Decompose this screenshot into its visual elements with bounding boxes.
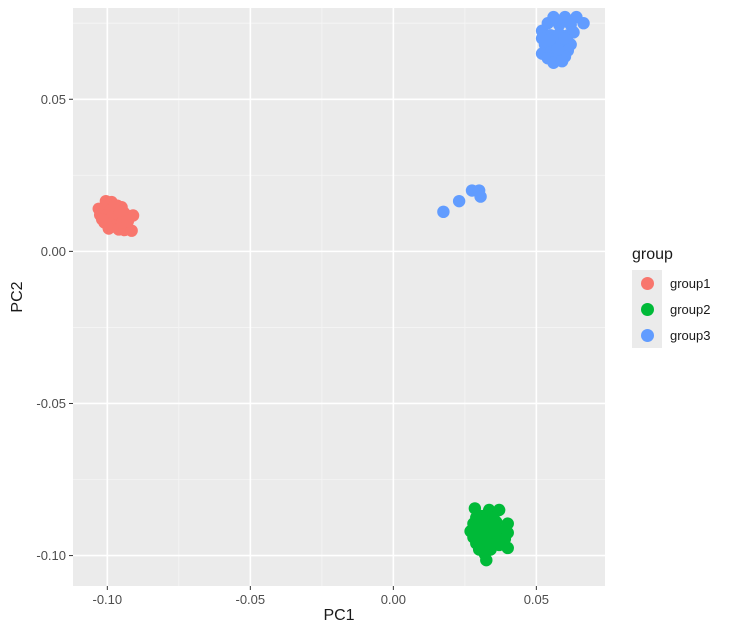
y-axis-ticks: -0.10 -0.05 0.00 0.05 [36,92,73,563]
x-tick-label: -0.10 [93,592,123,607]
scatter-point-group3 [567,26,580,39]
legend-item-group1: group1 [632,270,710,296]
plot-panel [73,8,605,586]
scatter-point-group2 [501,541,514,555]
legend-label: group2 [670,301,711,317]
scatter-point-group1 [95,213,109,226]
minor-grid [73,8,605,586]
y-tick-label: 0.00 [41,244,66,259]
major-grid [73,8,605,586]
scatter-point-group3 [543,33,556,47]
x-axis-ticks: -0.10 -0.05 0.00 0.05 [93,586,549,607]
scatter-point-group1 [125,224,138,237]
scatter-point-group3 [550,13,563,27]
scatter-point-group3 [551,42,565,56]
legend-label: group1 [670,275,711,291]
legend-key [632,322,662,348]
legend-label: group3 [670,327,711,343]
scatter-point-group1 [121,214,135,228]
scatter-point-group2 [480,553,493,567]
legend-key [632,296,662,322]
x-axis-title: PC1 [323,607,354,624]
legend-item-group2: group2 [632,296,710,322]
scatter-point-group2 [475,520,489,533]
y-tick-label: 0.05 [41,92,66,107]
legend-dot-icon [640,276,654,290]
data-points [92,10,590,567]
scatter-point-group1 [113,205,127,219]
x-tick-label: -0.05 [236,592,266,607]
scatter-point-group2 [488,518,502,532]
legend-key [632,270,662,296]
y-tick-label: -0.05 [36,396,66,411]
scatter-point-group3 [555,55,569,68]
x-tick-label: 0.00 [381,592,406,607]
scatter-point-group3 [558,32,572,45]
scatter-point-group2 [470,511,483,524]
x-tick-label: 0.05 [524,592,549,607]
legend-dot-icon [640,302,654,316]
scatter-point-group3 [437,205,450,219]
scatter-point-group1 [102,222,115,235]
legend-title: group [632,246,673,263]
legend: group group1 group2 group3 [632,246,710,348]
legend-item-group3: group3 [632,322,710,348]
y-tick-label: -0.10 [36,548,66,563]
legend-dot-icon [640,328,654,342]
scatter-point-group2 [491,535,504,549]
scatter-point-group3 [577,17,590,30]
y-axis-title: PC2 [9,281,26,312]
scatter-point-group3 [452,194,466,208]
scatter-point-group3 [474,190,487,203]
